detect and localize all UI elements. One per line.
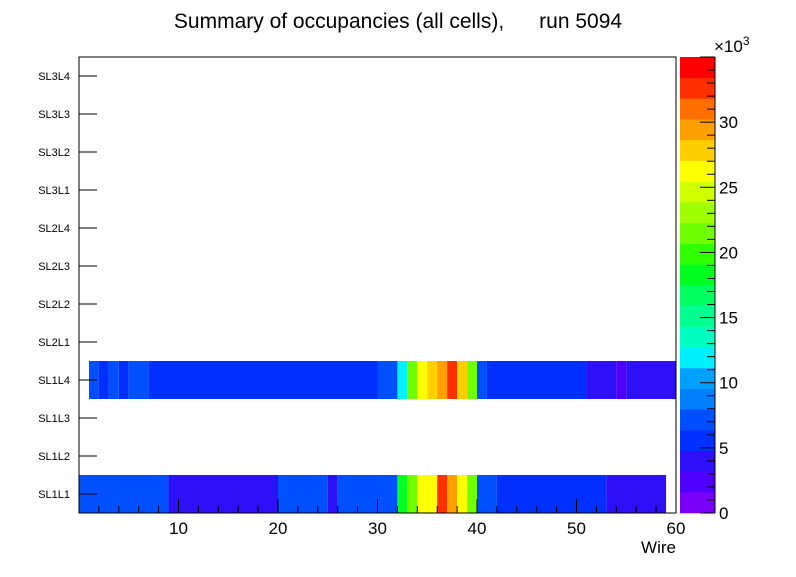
y-tick-label: SL1L2	[38, 451, 70, 463]
heatmap-cell-sl1l4-14	[467, 361, 477, 399]
heatmap-cell-sl1l4-17	[586, 361, 617, 399]
y-tick-label: SL2L4	[38, 223, 70, 235]
heatmap-cells	[79, 361, 676, 513]
palette-swatch	[680, 471, 715, 493]
palette-tick-label: 0	[719, 504, 728, 523]
chart-title: Summary of occupancies (all cells), run …	[174, 10, 623, 33]
y-tick-label: SL3L2	[38, 147, 70, 159]
heatmap-cell-sl1l1-2	[278, 475, 328, 513]
heatmap-cell-sl1l4-9	[417, 361, 428, 399]
y-tick-label: SL2L2	[38, 299, 70, 311]
palette-exponent-label: ×103	[714, 34, 750, 56]
palette-exponent-power: 3	[743, 34, 750, 48]
heatmap-cell-sl1l4-15	[477, 361, 487, 399]
palette-swatch	[680, 181, 715, 203]
y-tick-label: SL2L3	[38, 261, 70, 273]
y-axis: SL1L1 SL1L2 SL1L3 SL1L4 SL2L1 SL2L2 SL2L3 SL2L4…	[38, 71, 97, 501]
palette-tick-label: 20	[719, 243, 738, 262]
heatmap-cell-sl1l1-10	[457, 475, 468, 513]
y-tick-label: SL3L1	[38, 185, 70, 197]
palette-swatch	[680, 430, 715, 452]
palette-tick-label: 5	[719, 439, 728, 458]
heatmap-cell-sl1l4-10	[427, 361, 438, 399]
palette-swatch	[680, 326, 715, 348]
heatmap-cell-sl1l4-2	[108, 361, 119, 399]
palette-exponent-base: ×10	[714, 37, 743, 56]
palette-swatch	[680, 305, 715, 327]
plot-frame	[78, 56, 677, 514]
heatmap-cell-sl1l4-4	[128, 361, 149, 399]
heatmap-cell-sl1l1-9	[447, 475, 458, 513]
heatmap-cell-sl1l1-11	[467, 475, 477, 513]
palette-swatch	[680, 202, 715, 224]
y-tick-label: SL3L4	[38, 71, 70, 83]
color-palette	[680, 57, 715, 514]
palette-swatch	[680, 222, 715, 244]
heatmap-cell-sl1l1-4	[337, 475, 398, 513]
heatmap-cell-sl1l4-18	[616, 361, 627, 399]
x-tick-label: 50	[567, 519, 586, 538]
palette-swatch	[680, 492, 715, 514]
heatmap-cell-sl1l4-1	[98, 361, 109, 399]
heatmap-cell-sl1l4-16	[486, 361, 587, 399]
x-tick-label: 10	[169, 519, 188, 538]
y-tick-label: SL1L3	[38, 413, 70, 425]
palette-tick-label: 15	[719, 309, 738, 328]
heatmap-cell-sl1l4-19	[626, 361, 676, 399]
x-tick-label: 30	[368, 519, 387, 538]
heatmap-cell-sl1l1-8	[437, 475, 448, 513]
palette-swatch	[680, 139, 715, 161]
palette-swatch	[680, 409, 715, 431]
x-tick-label: 40	[468, 519, 487, 538]
heatmap-cell-sl1l1-3	[327, 475, 338, 513]
palette-swatch	[680, 57, 715, 79]
heatmap-cell-sl1l4-12	[447, 361, 458, 399]
palette-swatch	[680, 243, 715, 265]
heatmap-cell-sl1l4-3	[118, 361, 129, 399]
heatmap-cell-sl1l4-5	[148, 361, 378, 399]
heatmap-cell-sl1l1-12	[477, 475, 497, 513]
palette-swatch	[680, 77, 715, 99]
heatmap-cell-sl1l4-8	[407, 361, 418, 399]
palette-swatch	[680, 119, 715, 141]
palette-swatch	[680, 285, 715, 307]
heatmap-cell-sl1l4-6	[377, 361, 398, 399]
heatmap-cell-sl1l1-5	[397, 475, 408, 513]
palette-swatch	[680, 347, 715, 369]
palette-swatch	[680, 264, 715, 286]
palette-swatch	[680, 388, 715, 410]
y-tick-label: SL2L1	[38, 337, 70, 349]
heatmap-cell-sl1l4-11	[437, 361, 448, 399]
heatmap-cell-sl1l4-13	[457, 361, 468, 399]
heatmap-cell-sl1l4-7	[397, 361, 408, 399]
heatmap-cell-sl1l1-7	[417, 475, 438, 513]
y-tick-label: SL1L1	[38, 489, 70, 501]
x-axis: 10 20 30 40 50 60	[78, 499, 686, 538]
palette-tick-label: 25	[719, 178, 738, 197]
color-palette-axis: 0 5 10 15 20 25 30	[700, 56, 738, 523]
palette-swatch	[680, 367, 715, 389]
palette-swatch	[680, 160, 715, 182]
heatmap-cell-sl1l1-1	[168, 475, 278, 513]
heatmap-cell-sl1l1-13	[496, 475, 607, 513]
palette-tick-label: 10	[719, 374, 738, 393]
palette-swatch	[680, 98, 715, 120]
x-tick-label: 60	[667, 519, 686, 538]
x-axis-label: Wire	[641, 538, 676, 557]
y-tick-label: SL3L3	[38, 109, 70, 121]
y-tick-label: SL1L4	[38, 375, 70, 387]
palette-swatch	[680, 450, 715, 472]
heatmap-cell-sl1l1-6	[407, 475, 418, 513]
x-tick-label: 20	[269, 519, 288, 538]
palette-tick-label: 30	[719, 113, 738, 132]
